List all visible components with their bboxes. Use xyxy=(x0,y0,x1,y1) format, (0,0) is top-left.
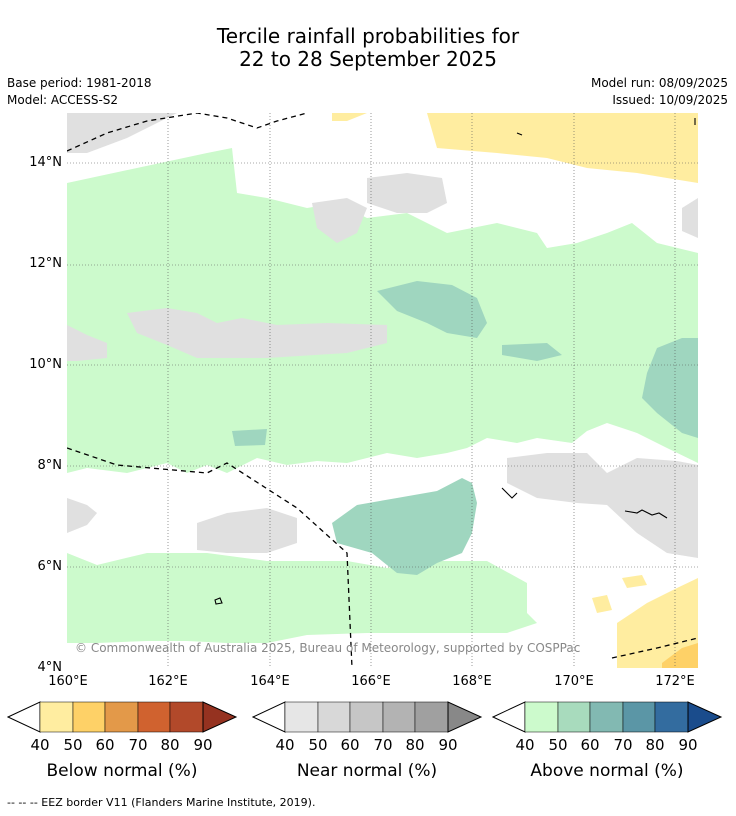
colorbar-below xyxy=(7,701,238,733)
colorbar-tick: 60 xyxy=(580,736,600,754)
colorbar-tick: 40 xyxy=(30,736,50,754)
colorbar-swatch xyxy=(317,701,351,733)
colorbar-tick: 80 xyxy=(160,736,180,754)
colorbar-swatch xyxy=(414,701,449,733)
lon-tick: 166°E xyxy=(351,674,391,689)
colorbar-swatch xyxy=(589,701,624,733)
title-line-1: Tercile rainfall probabilities for xyxy=(216,24,520,48)
lon-tick: 160°E xyxy=(48,674,88,689)
colorbar-title-near: Near normal (%) xyxy=(296,761,438,781)
base-period: Base period: 1981-2018 xyxy=(7,76,152,90)
below-normal-region xyxy=(662,643,698,668)
colorbar-swatch xyxy=(447,701,483,733)
island xyxy=(501,487,518,499)
colorbar-near xyxy=(252,701,483,733)
colorbar-swatch xyxy=(72,701,106,733)
lon-tick: 164°E xyxy=(250,674,290,689)
lon-tick: 170°E xyxy=(554,674,594,689)
colorbar-swatch xyxy=(104,701,139,733)
below-normal-region xyxy=(592,595,612,613)
copyright-notice: © Commonwealth of Australia 2025, Bureau… xyxy=(75,641,581,655)
colorbar-tick: 70 xyxy=(373,736,393,754)
colorbar-swatch xyxy=(622,701,656,733)
below-normal-region xyxy=(617,578,698,668)
colorbar-swatch xyxy=(202,701,238,733)
lat-tick: 6°N xyxy=(37,559,63,574)
lat-tick: 10°N xyxy=(29,357,62,372)
above-normal-50-patch xyxy=(332,478,477,575)
lon-tick: 172°E xyxy=(655,674,695,689)
lat-tick: 8°N xyxy=(37,458,63,473)
colorbar-title-below: Below normal (%) xyxy=(46,761,198,781)
colorbar-swatch xyxy=(557,701,591,733)
above-normal-50-patch xyxy=(377,281,487,338)
model-name: Model: ACCESS-S2 xyxy=(7,93,119,107)
colorbar-tick: 70 xyxy=(613,736,633,754)
near-normal-region xyxy=(507,453,698,558)
colorbar-tick: 90 xyxy=(193,736,213,754)
near-normal-region xyxy=(197,508,297,553)
colorbar-tick: 40 xyxy=(275,736,295,754)
colorbar-swatch xyxy=(382,701,416,733)
colorbar-tick: 60 xyxy=(95,736,115,754)
below-normal-region xyxy=(332,113,698,183)
island xyxy=(214,597,223,605)
colorbar-tick: 70 xyxy=(128,736,148,754)
eez-border xyxy=(611,637,698,659)
colorbar-tick: 80 xyxy=(405,736,425,754)
colorbar-swatch xyxy=(137,701,171,733)
lon-tick: 162°E xyxy=(148,674,188,689)
colorbar-above xyxy=(492,701,723,733)
island xyxy=(516,132,523,136)
title-line-2: 22 to 28 September 2025 xyxy=(239,47,497,71)
colorbar-tick: 90 xyxy=(438,736,458,754)
island xyxy=(624,509,668,519)
near-normal-region xyxy=(312,198,367,243)
lat-tick: 14°N xyxy=(29,155,62,170)
lat-tick: 12°N xyxy=(29,256,62,271)
lon-tick: 168°E xyxy=(452,674,492,689)
colorbar-swatch xyxy=(169,701,204,733)
colorbar-swatch xyxy=(349,701,384,733)
colorbar-title-above: Above normal (%) xyxy=(530,761,684,781)
lat-tick: 4°N xyxy=(37,660,63,675)
above-normal-50-patch xyxy=(642,338,698,438)
below-normal-region xyxy=(622,575,647,588)
above-normal-region xyxy=(67,148,698,643)
issued-date: Issued: 10/09/2025 xyxy=(612,93,728,107)
near-normal-region xyxy=(127,308,387,358)
colorbar-tick: 40 xyxy=(515,736,535,754)
eez-border xyxy=(67,447,353,668)
colorbar-tick: 50 xyxy=(63,736,83,754)
colorbar-swatch xyxy=(654,701,689,733)
colorbar-tick: 90 xyxy=(678,736,698,754)
colorbar-swatch xyxy=(687,701,723,733)
near-normal-region xyxy=(67,113,177,153)
colorbar-tick: 50 xyxy=(548,736,568,754)
colorbar-tick: 50 xyxy=(308,736,328,754)
eez-legend: -- -- -- EEZ border V11 (Flanders Marine… xyxy=(7,796,316,809)
near-normal-region xyxy=(67,325,107,361)
colorbar-swatch xyxy=(284,701,319,733)
above-normal-50-patch xyxy=(502,343,562,361)
near-normal-region xyxy=(682,198,698,238)
model-run: Model run: 08/09/2025 xyxy=(590,76,728,90)
colorbar-tick: 60 xyxy=(340,736,360,754)
colorbar-swatch xyxy=(524,701,559,733)
colorbar-swatch xyxy=(39,701,74,733)
near-normal-region xyxy=(367,173,447,213)
rainfall-map xyxy=(67,113,698,668)
near-normal-region xyxy=(67,498,97,533)
colorbar-tick: 80 xyxy=(645,736,665,754)
above-normal-50-patch xyxy=(232,429,267,446)
